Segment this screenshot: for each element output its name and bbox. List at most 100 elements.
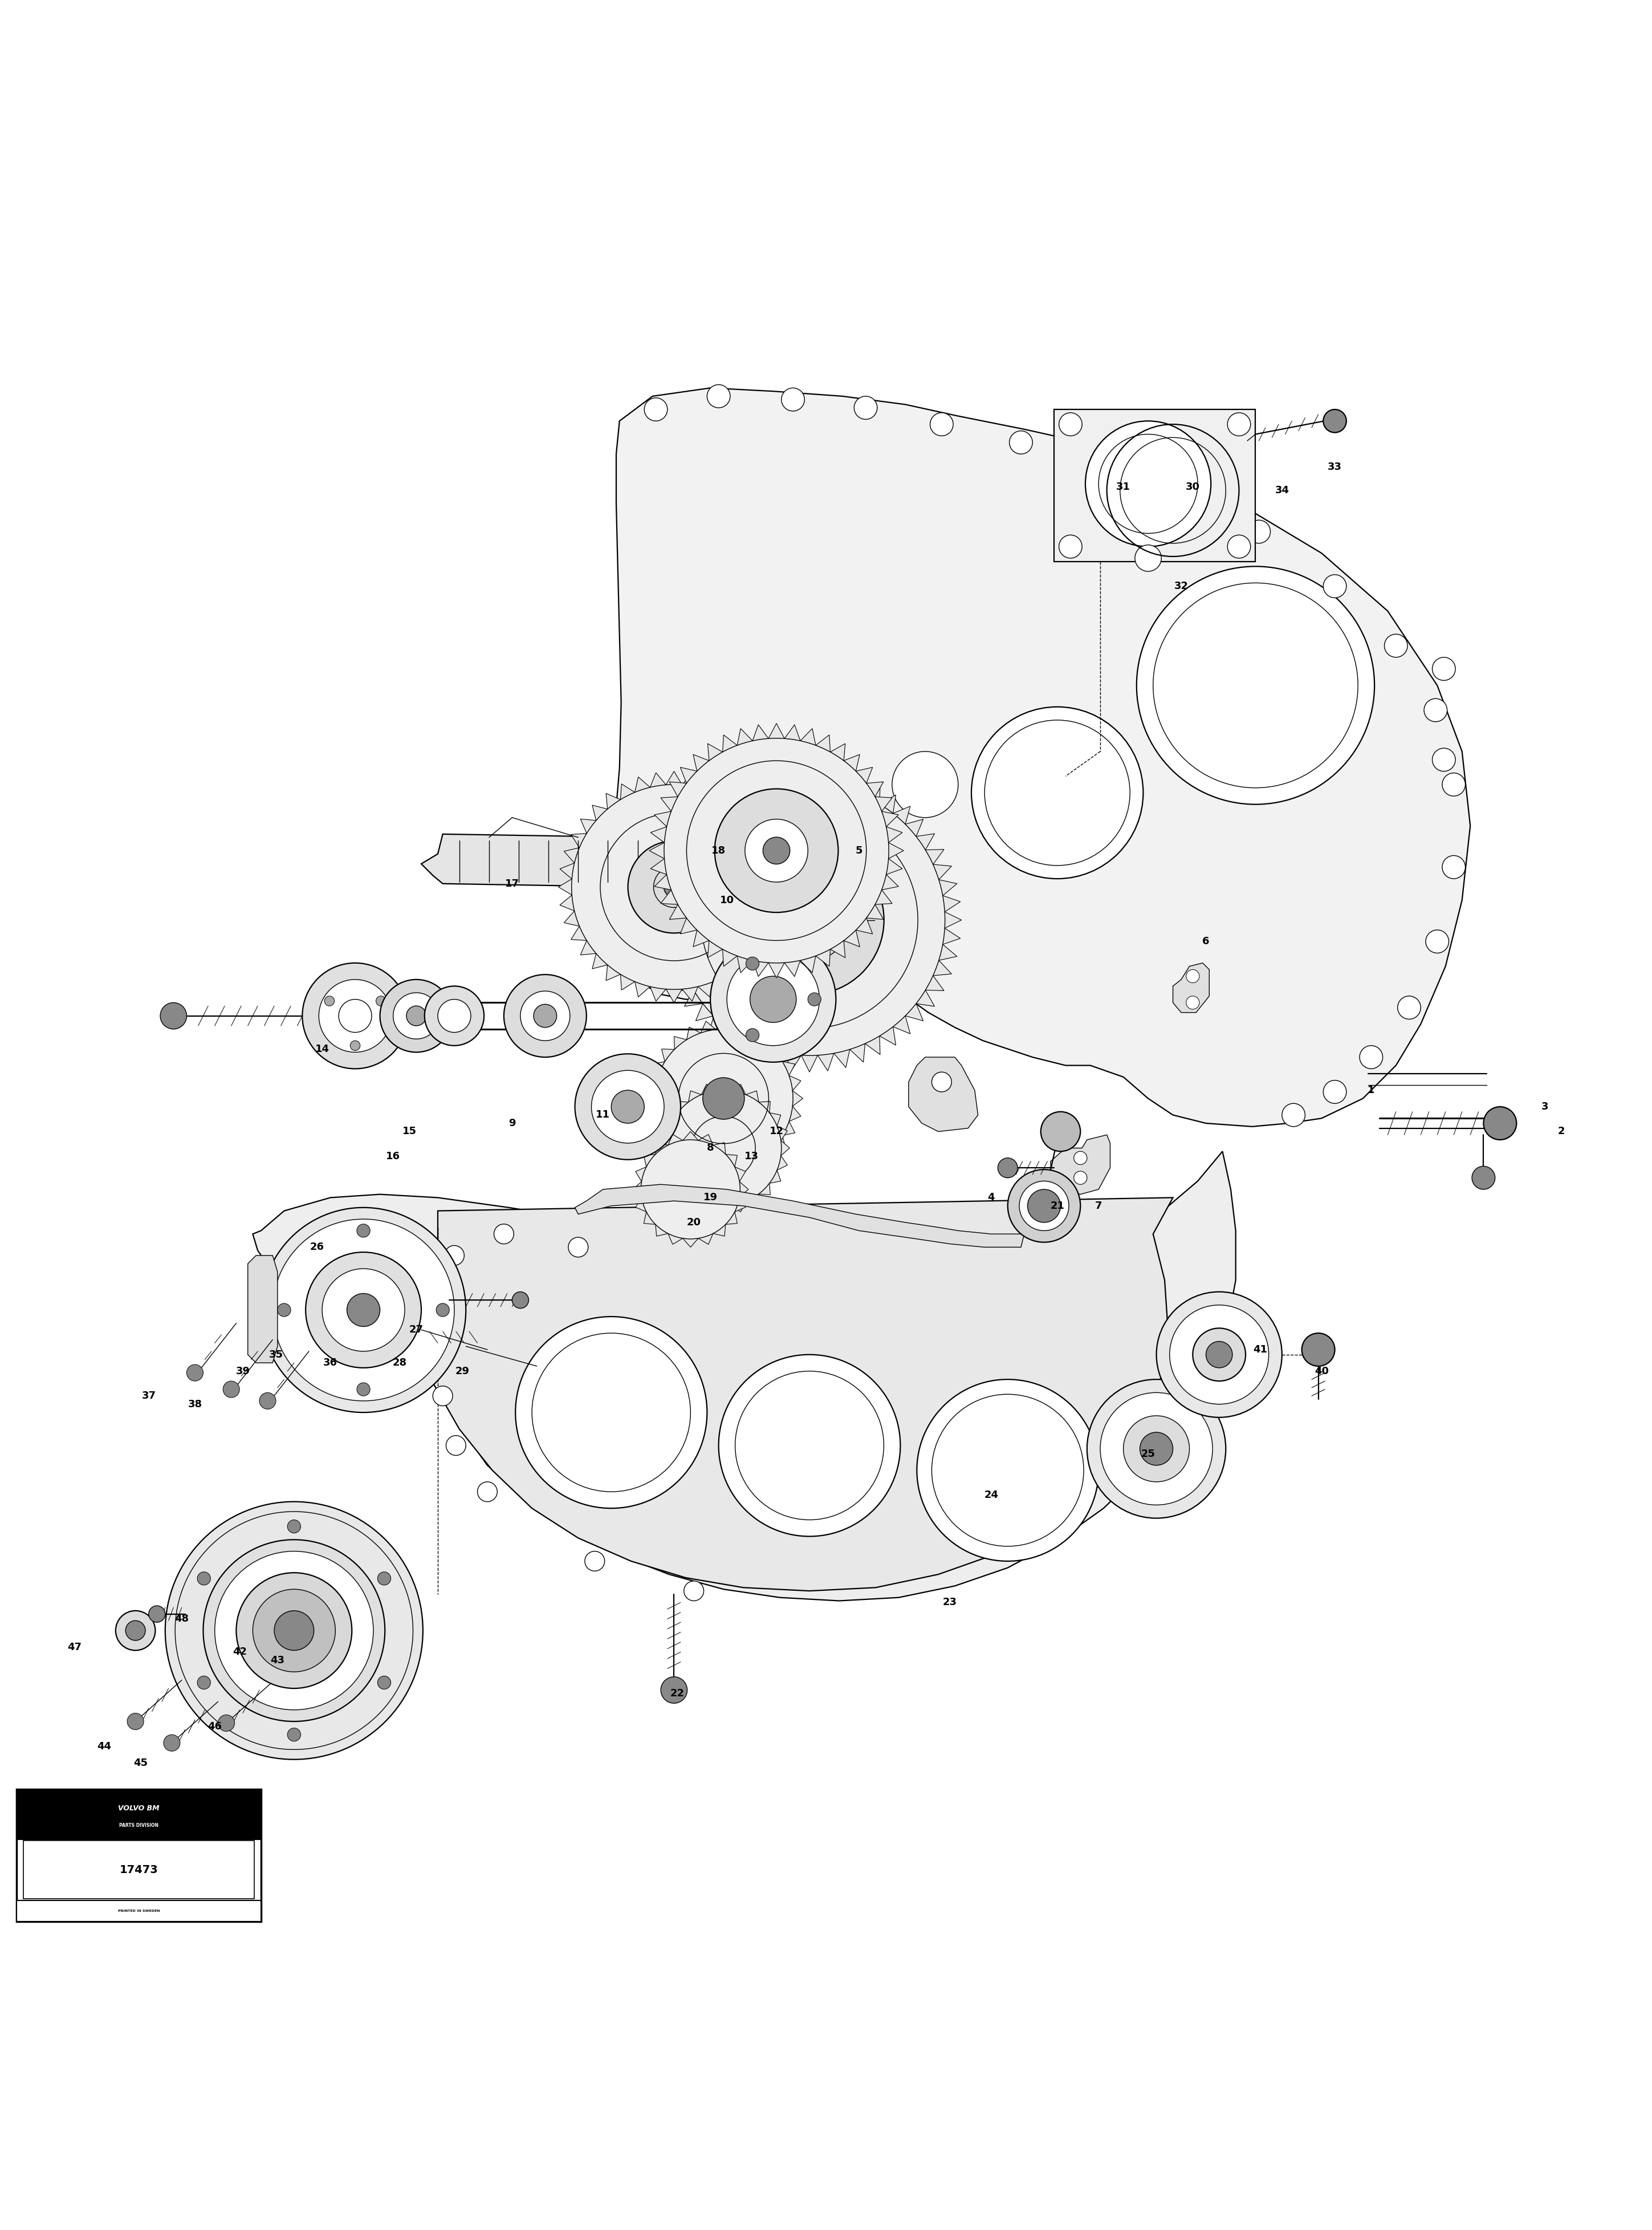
Circle shape <box>425 986 484 1046</box>
Circle shape <box>1398 997 1421 1019</box>
Polygon shape <box>611 388 1470 1126</box>
Circle shape <box>1085 421 1211 546</box>
Text: 3: 3 <box>1541 1102 1548 1113</box>
Circle shape <box>116 1610 155 1650</box>
Text: 27: 27 <box>410 1325 423 1336</box>
Circle shape <box>322 1269 405 1351</box>
Circle shape <box>347 1293 380 1327</box>
Circle shape <box>259 1392 276 1409</box>
Text: 12: 12 <box>770 1126 783 1137</box>
Circle shape <box>357 1224 370 1238</box>
Text: 44: 44 <box>97 1742 111 1751</box>
Circle shape <box>494 1224 514 1244</box>
Text: 17: 17 <box>506 879 519 890</box>
Circle shape <box>666 1090 781 1206</box>
Circle shape <box>750 977 796 1024</box>
Circle shape <box>306 1253 421 1367</box>
Circle shape <box>1302 1334 1335 1367</box>
Text: 39: 39 <box>236 1367 249 1376</box>
Circle shape <box>1009 430 1032 455</box>
Circle shape <box>1186 997 1199 1010</box>
Polygon shape <box>278 1247 449 1371</box>
Text: 10: 10 <box>720 894 733 905</box>
Text: 40: 40 <box>1315 1367 1328 1376</box>
Circle shape <box>628 841 720 932</box>
Text: 25: 25 <box>1142 1450 1155 1458</box>
Circle shape <box>808 992 821 1006</box>
Circle shape <box>287 1521 301 1532</box>
Text: 31: 31 <box>1117 482 1130 493</box>
Circle shape <box>515 1316 707 1507</box>
Circle shape <box>1247 520 1270 544</box>
Text: 9: 9 <box>509 1117 515 1128</box>
Circle shape <box>149 1606 165 1621</box>
Circle shape <box>674 785 945 1055</box>
Circle shape <box>745 818 808 883</box>
Text: 29: 29 <box>456 1367 469 1376</box>
Bar <box>17 1788 261 1840</box>
Circle shape <box>534 1004 557 1028</box>
Circle shape <box>1360 1046 1383 1068</box>
Circle shape <box>1227 413 1251 435</box>
Circle shape <box>763 836 790 863</box>
Circle shape <box>126 1621 145 1641</box>
Circle shape <box>278 1302 291 1316</box>
Circle shape <box>1008 1169 1080 1242</box>
Circle shape <box>357 1383 370 1396</box>
Circle shape <box>1028 1189 1061 1222</box>
Circle shape <box>436 1302 449 1316</box>
Text: 1: 1 <box>1368 1086 1374 1095</box>
Text: 19: 19 <box>704 1193 717 1202</box>
Circle shape <box>930 413 953 435</box>
Circle shape <box>591 1070 664 1144</box>
Circle shape <box>203 1539 385 1722</box>
Text: 13: 13 <box>745 1151 758 1162</box>
Text: 17473: 17473 <box>119 1864 159 1875</box>
Polygon shape <box>558 772 790 1004</box>
Circle shape <box>1206 1342 1232 1367</box>
Circle shape <box>661 1677 687 1704</box>
Circle shape <box>377 997 387 1006</box>
Circle shape <box>854 397 877 419</box>
Circle shape <box>253 1590 335 1673</box>
Circle shape <box>350 1041 360 1050</box>
Circle shape <box>932 1073 952 1093</box>
Circle shape <box>1041 1113 1080 1151</box>
Circle shape <box>446 1436 466 1456</box>
Circle shape <box>585 1552 605 1572</box>
Circle shape <box>1100 1392 1213 1505</box>
Text: 15: 15 <box>403 1126 416 1137</box>
Polygon shape <box>649 723 904 977</box>
Circle shape <box>1135 544 1161 571</box>
Circle shape <box>1074 1171 1087 1184</box>
Text: 6: 6 <box>1203 937 1209 946</box>
Text: 32: 32 <box>1175 582 1188 591</box>
Circle shape <box>745 1028 758 1041</box>
Text: 41: 41 <box>1254 1345 1267 1356</box>
Circle shape <box>406 1006 426 1026</box>
Text: 47: 47 <box>68 1641 81 1652</box>
Circle shape <box>719 1354 900 1536</box>
Circle shape <box>1424 698 1447 723</box>
Circle shape <box>324 997 334 1006</box>
Text: 8: 8 <box>707 1144 714 1153</box>
Circle shape <box>1137 566 1374 805</box>
Text: 16: 16 <box>387 1151 400 1162</box>
Circle shape <box>1432 749 1455 772</box>
Text: 35: 35 <box>269 1349 282 1360</box>
Circle shape <box>1123 1416 1189 1481</box>
Circle shape <box>261 1206 466 1412</box>
Text: 26: 26 <box>311 1242 324 1253</box>
Circle shape <box>745 957 758 970</box>
Circle shape <box>1426 930 1449 952</box>
Circle shape <box>1019 1182 1069 1231</box>
Text: 20: 20 <box>687 1218 700 1227</box>
Text: 22: 22 <box>671 1688 684 1699</box>
Circle shape <box>1156 1291 1282 1418</box>
Circle shape <box>444 1247 464 1264</box>
Text: 14: 14 <box>316 1044 329 1055</box>
Text: 23: 23 <box>943 1597 957 1608</box>
Circle shape <box>1186 970 1199 983</box>
Polygon shape <box>421 834 661 888</box>
Circle shape <box>433 1387 453 1405</box>
